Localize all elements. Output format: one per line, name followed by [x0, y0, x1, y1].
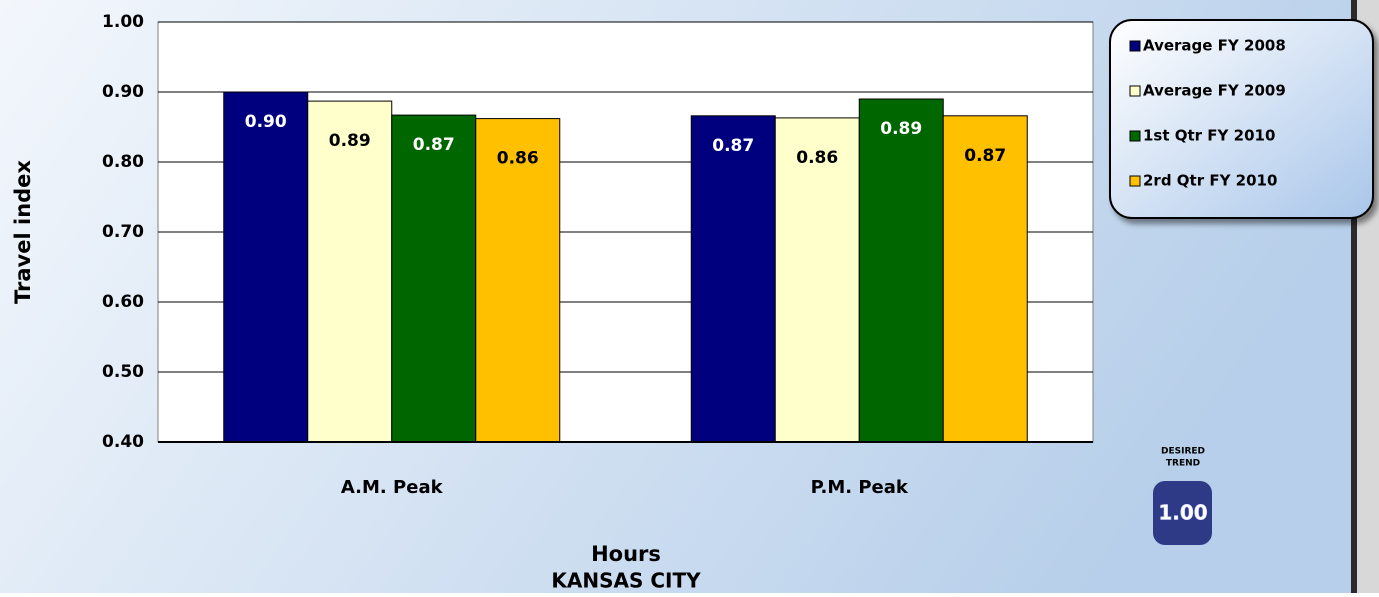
x-axis-label: Hours	[591, 542, 661, 566]
legend-label: 1st Qtr FY 2010	[1143, 127, 1275, 145]
data-label: 0.86	[497, 149, 539, 169]
data-label: 0.90	[245, 112, 287, 132]
data-label: 0.89	[880, 119, 922, 139]
chart-title: KANSAS CITY	[551, 569, 701, 593]
y-tick-label: 0.60	[102, 292, 144, 312]
data-label: 0.87	[413, 135, 455, 155]
legend-swatch	[1129, 40, 1141, 52]
legend-swatch	[1129, 85, 1141, 97]
legend-label: Average FY 2009	[1143, 82, 1286, 100]
y-tick-label: 1.00	[102, 12, 144, 32]
data-label: 0.89	[329, 131, 371, 151]
legend-swatch	[1129, 175, 1141, 187]
x-tick-label: A.M. Peak	[341, 477, 444, 498]
y-tick-label: 0.80	[102, 152, 144, 172]
data-label: 0.87	[964, 146, 1006, 166]
data-label: 0.87	[712, 136, 754, 156]
legend-label: Average FY 2008	[1143, 37, 1286, 55]
desired-trend-label: TREND	[1166, 459, 1200, 469]
y-axis-label: Travel index	[11, 160, 35, 304]
y-tick-label: 0.70	[102, 222, 144, 242]
bar	[690, 115, 776, 443]
y-tick-label: 0.40	[102, 432, 144, 452]
legend-swatch	[1129, 130, 1141, 142]
bar	[774, 117, 860, 443]
bar	[942, 115, 1028, 443]
desired-trend-value: 1.00	[1158, 501, 1207, 525]
frame-edge	[1351, 0, 1357, 593]
bar	[475, 118, 561, 443]
bar	[223, 91, 309, 443]
bar	[391, 114, 477, 443]
bar	[858, 98, 944, 443]
legend-label: 2rd Qtr FY 2010	[1143, 172, 1277, 190]
y-tick-label: 0.50	[102, 362, 144, 382]
bar	[307, 100, 393, 443]
data-label: 0.86	[796, 148, 838, 168]
legend-box	[1109, 19, 1374, 219]
y-tick-label: 0.90	[102, 82, 144, 102]
x-tick-label: P.M. Peak	[811, 477, 909, 498]
desired-trend-badge	[1153, 481, 1212, 545]
desired-trend-label: DESIRED	[1161, 447, 1205, 457]
